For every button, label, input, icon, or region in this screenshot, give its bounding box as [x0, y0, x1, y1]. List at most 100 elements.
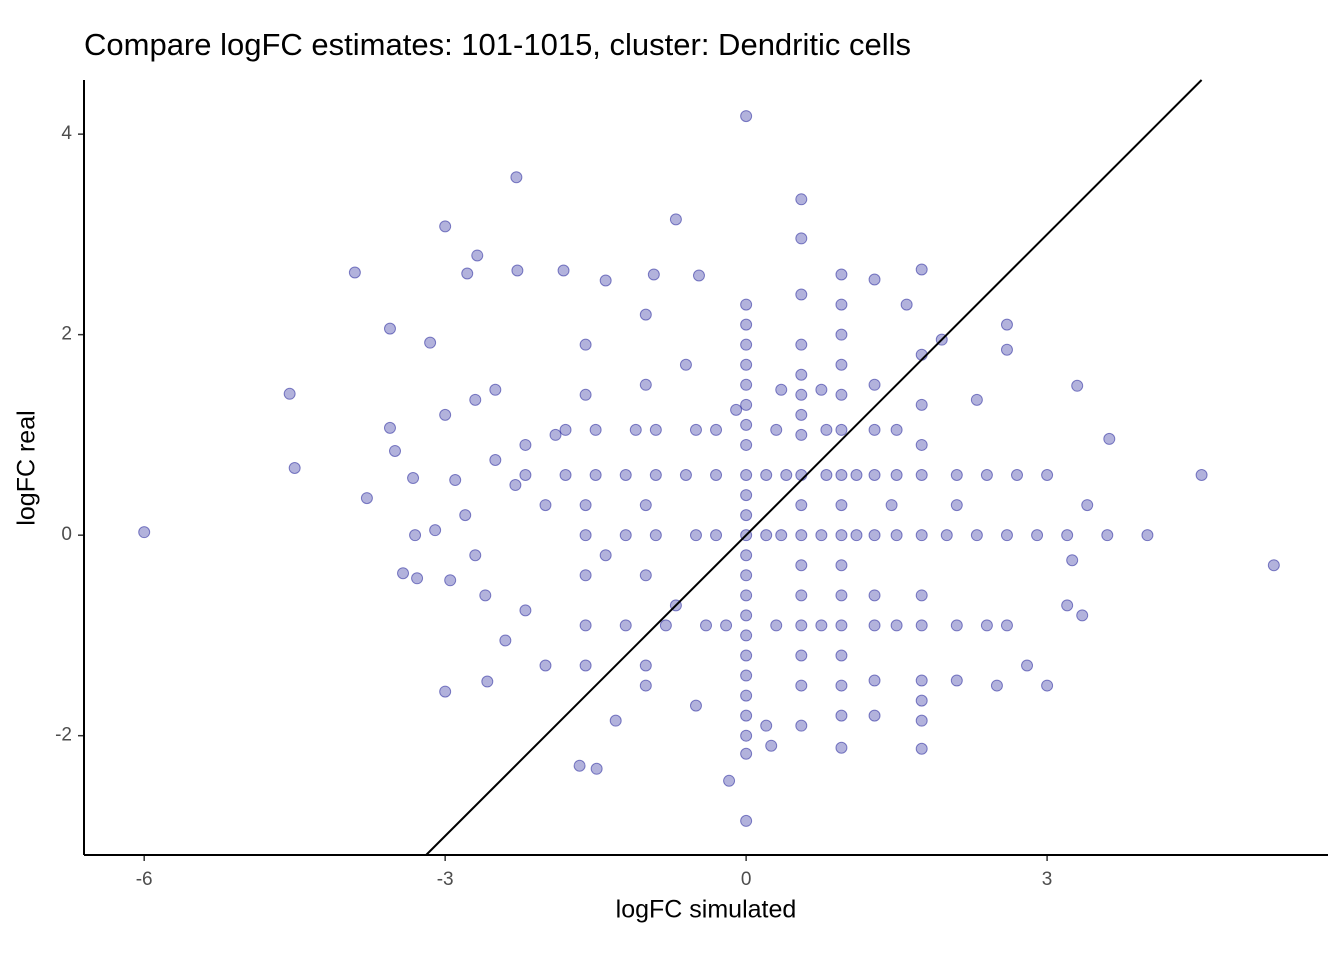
point — [835, 268, 848, 281]
point — [459, 509, 472, 522]
point — [519, 604, 532, 617]
point — [835, 358, 848, 371]
point — [915, 263, 928, 276]
point — [795, 428, 808, 441]
point — [915, 529, 928, 542]
y-tick-label: -2 — [55, 725, 72, 746]
point — [885, 499, 898, 512]
point — [692, 269, 705, 282]
point — [511, 264, 524, 277]
point — [915, 398, 928, 411]
point — [444, 574, 457, 587]
point — [740, 509, 753, 522]
point — [900, 298, 913, 311]
point — [589, 423, 602, 436]
point — [689, 423, 702, 436]
point — [639, 659, 652, 672]
point — [740, 589, 753, 602]
point — [820, 423, 833, 436]
point — [389, 444, 401, 457]
point — [1041, 469, 1054, 482]
point — [579, 388, 592, 401]
point — [868, 589, 881, 602]
point — [639, 499, 652, 512]
point — [740, 318, 753, 331]
x-axis-title: logFC simulated — [616, 896, 797, 924]
point — [579, 569, 592, 582]
point — [795, 338, 808, 351]
y-axis-title: logFC real — [13, 410, 41, 525]
point — [579, 619, 592, 632]
point — [795, 649, 808, 662]
point — [383, 322, 396, 335]
point — [689, 529, 702, 542]
point — [795, 388, 808, 401]
point — [679, 469, 692, 482]
point — [820, 469, 833, 482]
point — [835, 679, 848, 692]
point — [850, 529, 863, 542]
point — [639, 679, 652, 692]
point — [499, 634, 512, 647]
point — [915, 694, 928, 707]
point — [950, 619, 963, 632]
y-tick-label: 4 — [61, 123, 72, 144]
point — [868, 674, 881, 687]
point — [850, 469, 863, 482]
point — [980, 619, 993, 632]
point — [599, 549, 612, 562]
point — [835, 589, 848, 602]
point — [835, 328, 848, 341]
point — [915, 469, 928, 482]
point — [835, 469, 848, 482]
point — [795, 719, 808, 732]
point — [765, 739, 778, 752]
point — [1061, 599, 1074, 612]
point — [740, 814, 753, 827]
point — [348, 266, 361, 279]
point — [740, 489, 753, 502]
point — [510, 171, 523, 184]
point — [559, 469, 572, 482]
point — [815, 619, 828, 632]
point — [1061, 529, 1074, 542]
point — [740, 629, 753, 642]
chart-title: Compare logFC estimates: 101-1015, clust… — [84, 27, 911, 62]
x-tick-label: -3 — [437, 869, 454, 890]
point — [689, 699, 702, 712]
point — [649, 423, 662, 436]
point — [795, 559, 808, 572]
point — [519, 438, 532, 451]
point — [669, 213, 682, 226]
point — [915, 742, 928, 755]
point — [795, 288, 808, 301]
point — [439, 685, 452, 698]
point — [835, 499, 848, 512]
point — [647, 268, 660, 281]
point — [835, 388, 848, 401]
point — [409, 529, 422, 542]
point — [740, 469, 753, 482]
point — [573, 759, 586, 772]
point — [740, 438, 753, 451]
point — [1195, 469, 1208, 482]
point — [649, 469, 662, 482]
point — [740, 549, 753, 562]
point — [1101, 529, 1114, 542]
point — [915, 714, 928, 727]
point — [639, 378, 652, 391]
point — [619, 619, 632, 632]
point — [424, 336, 437, 349]
point — [649, 529, 662, 542]
point — [815, 529, 828, 542]
point — [429, 524, 442, 537]
point — [479, 589, 492, 602]
point — [795, 679, 808, 692]
point — [795, 499, 808, 512]
point — [659, 619, 672, 632]
point — [461, 267, 474, 280]
point — [439, 220, 452, 233]
point — [740, 398, 753, 411]
point — [1267, 559, 1280, 572]
point — [559, 423, 572, 436]
